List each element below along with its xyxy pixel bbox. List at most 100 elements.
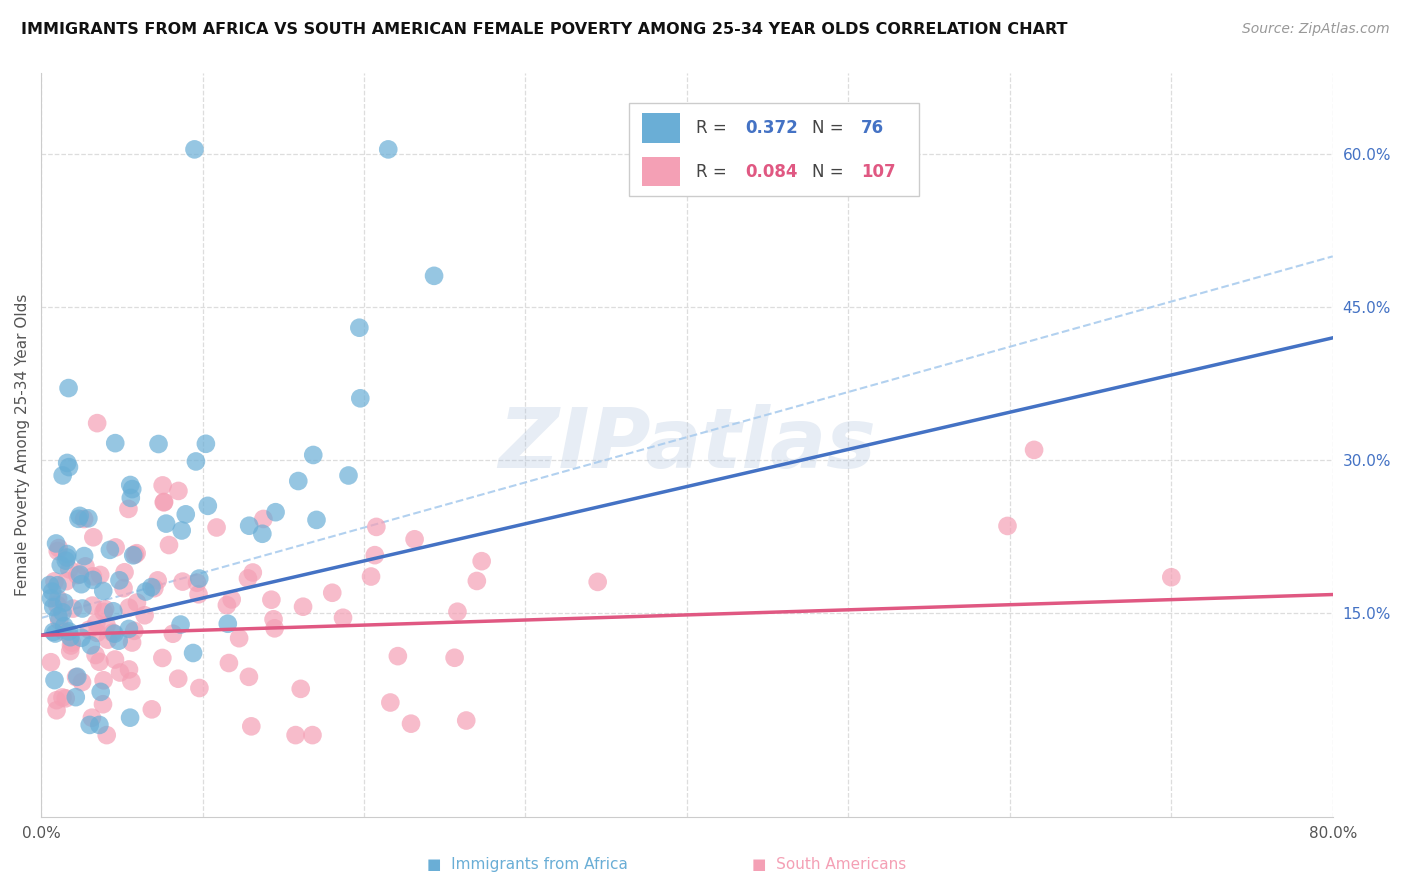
Point [46,544,69,558]
Point [1022,442,1045,457]
Point [465,574,488,588]
Point [77,623,100,637]
Point [46,609,69,624]
Point [44,673,66,687]
Text: Source: ZipAtlas.com: Source: ZipAtlas.com [1241,22,1389,37]
Point [125,596,148,610]
Text: 0.084: 0.084 [745,162,797,180]
Point [86,616,108,631]
Point [157,538,180,552]
Point [301,728,323,742]
Point [91,698,114,712]
Point [112,581,135,595]
Point [97,632,120,647]
Point [69,567,91,582]
Point [1160,570,1182,584]
Text: ZIPatlas: ZIPatlas [498,404,876,485]
Point [104,541,127,555]
Point [82,599,104,613]
Point [263,612,285,626]
Point [65,670,87,684]
Point [349,320,371,334]
Point [96,728,118,742]
Point [287,474,309,488]
Point [90,685,112,699]
Point [67,512,90,526]
Point [51,605,73,619]
Point [188,681,211,695]
Point [252,512,274,526]
Point [366,520,388,534]
Text: 76: 76 [862,119,884,136]
Point [167,483,190,498]
Point [101,625,124,640]
Point [471,554,494,568]
Point [59,644,82,658]
Point [60,635,83,649]
Point [360,569,382,583]
Point [46,598,69,612]
Point [120,711,142,725]
Point [45,703,67,717]
Text: N =: N = [813,162,849,180]
Point [69,508,91,523]
Text: 0.372: 0.372 [745,119,797,136]
Point [364,548,387,562]
Point [141,580,163,594]
Point [349,392,371,406]
Point [321,586,343,600]
Point [52,468,75,483]
Point [292,599,315,614]
Point [70,577,93,591]
Point [238,670,260,684]
Point [260,592,283,607]
Point [122,549,145,563]
Point [51,690,73,705]
Point [66,670,89,684]
Point [155,516,177,531]
Point [84,648,107,662]
Point [53,625,76,640]
Point [86,416,108,430]
Point [404,533,426,547]
Point [55,574,77,589]
Point [42,600,65,615]
Point [143,581,166,595]
FancyBboxPatch shape [628,103,920,195]
Point [236,571,259,585]
Point [96,618,118,632]
Point [93,673,115,688]
Point [48,541,70,555]
Point [70,675,93,690]
Point [86,625,108,640]
Point [53,595,76,609]
Point [215,598,238,612]
Point [117,502,139,516]
Point [170,524,193,538]
Text: ■  South Americans: ■ South Americans [752,857,907,872]
Point [89,568,111,582]
Point [91,584,114,599]
Point [44,574,66,589]
Point [65,690,87,705]
Point [174,508,197,522]
Point [148,437,170,451]
Text: R =: R = [696,119,733,136]
Point [56,456,79,470]
Point [53,619,76,633]
Point [82,573,104,587]
Point [252,526,274,541]
Text: IMMIGRANTS FROM AFRICA VS SOUTH AMERICAN FEMALE POVERTY AMONG 25-34 YEAR OLDS CO: IMMIGRANTS FROM AFRICA VS SOUTH AMERICAN… [21,22,1067,37]
Y-axis label: Female Poverty Among 25-34 Year Olds: Female Poverty Among 25-34 Year Olds [15,293,30,596]
Point [58,460,80,475]
Point [423,268,446,283]
FancyBboxPatch shape [641,157,681,186]
Point [114,566,136,580]
Text: R =: R = [696,162,733,180]
Point [586,574,609,589]
Point [49,558,72,573]
Point [124,624,146,638]
Point [187,587,209,601]
Point [217,616,239,631]
Point [141,702,163,716]
